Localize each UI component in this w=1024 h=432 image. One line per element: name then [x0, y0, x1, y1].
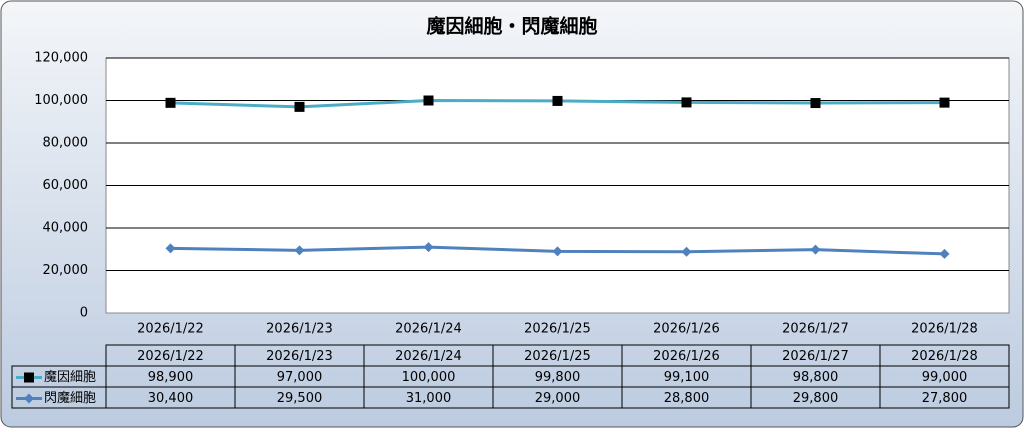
table-header: 2026/1/22	[137, 349, 204, 364]
y-tick-label: 60,000	[43, 178, 89, 193]
table-value: 99,000	[922, 370, 968, 385]
y-tick-label: 120,000	[34, 51, 88, 66]
x-tick-label: 2026/1/27	[782, 322, 849, 337]
table-value: 29,000	[535, 391, 581, 406]
table-value: 29,500	[277, 391, 323, 406]
marker	[810, 98, 821, 109]
marker	[681, 97, 692, 108]
table-value: 28,800	[664, 391, 710, 406]
x-tick-label: 2026/1/28	[911, 322, 978, 337]
marker	[423, 95, 434, 106]
table-value: 100,000	[402, 370, 456, 385]
table-value: 30,400	[148, 391, 194, 406]
marker	[423, 242, 434, 253]
marker	[939, 248, 950, 259]
table-value: 99,800	[535, 370, 581, 385]
y-tick-label: 80,000	[43, 136, 89, 151]
x-tick-label: 2026/1/23	[266, 322, 333, 337]
table-header: 2026/1/24	[395, 349, 462, 364]
marker	[24, 372, 34, 383]
legend-label: 閃魔細胞	[44, 391, 96, 406]
table-value: 31,000	[406, 391, 452, 406]
marker	[681, 246, 692, 257]
table-header: 2026/1/27	[782, 349, 849, 364]
marker	[165, 243, 176, 254]
table-value: 97,000	[277, 370, 323, 385]
table-header: 2026/1/28	[911, 349, 978, 364]
y-tick-label: 20,000	[43, 263, 89, 278]
table-header: 2026/1/26	[653, 349, 720, 364]
chart-title: 魔因細胞・閃魔細胞	[426, 15, 597, 38]
table-value: 29,800	[793, 391, 839, 406]
table-value: 98,900	[148, 370, 194, 385]
y-tick-label: 0	[80, 306, 88, 321]
marker	[810, 244, 821, 255]
table-header: 2026/1/25	[524, 349, 591, 364]
marker	[939, 97, 950, 108]
marker	[552, 246, 563, 257]
y-tick-label: 100,000	[34, 93, 88, 108]
table-value: 99,100	[664, 370, 710, 385]
marker	[552, 95, 563, 106]
table-value: 98,800	[793, 370, 839, 385]
x-tick-label: 2026/1/22	[137, 322, 204, 337]
y-tick-label: 40,000	[43, 221, 89, 236]
marker	[24, 393, 34, 404]
marker	[294, 245, 305, 256]
marker	[294, 101, 305, 112]
table-header: 2026/1/23	[266, 349, 333, 364]
x-tick-label: 2026/1/25	[524, 322, 591, 337]
x-tick-label: 2026/1/24	[395, 322, 462, 337]
table-value: 27,800	[922, 391, 968, 406]
x-tick-label: 2026/1/26	[653, 322, 720, 337]
marker	[165, 97, 176, 108]
legend-label: 魔因細胞	[44, 370, 96, 385]
